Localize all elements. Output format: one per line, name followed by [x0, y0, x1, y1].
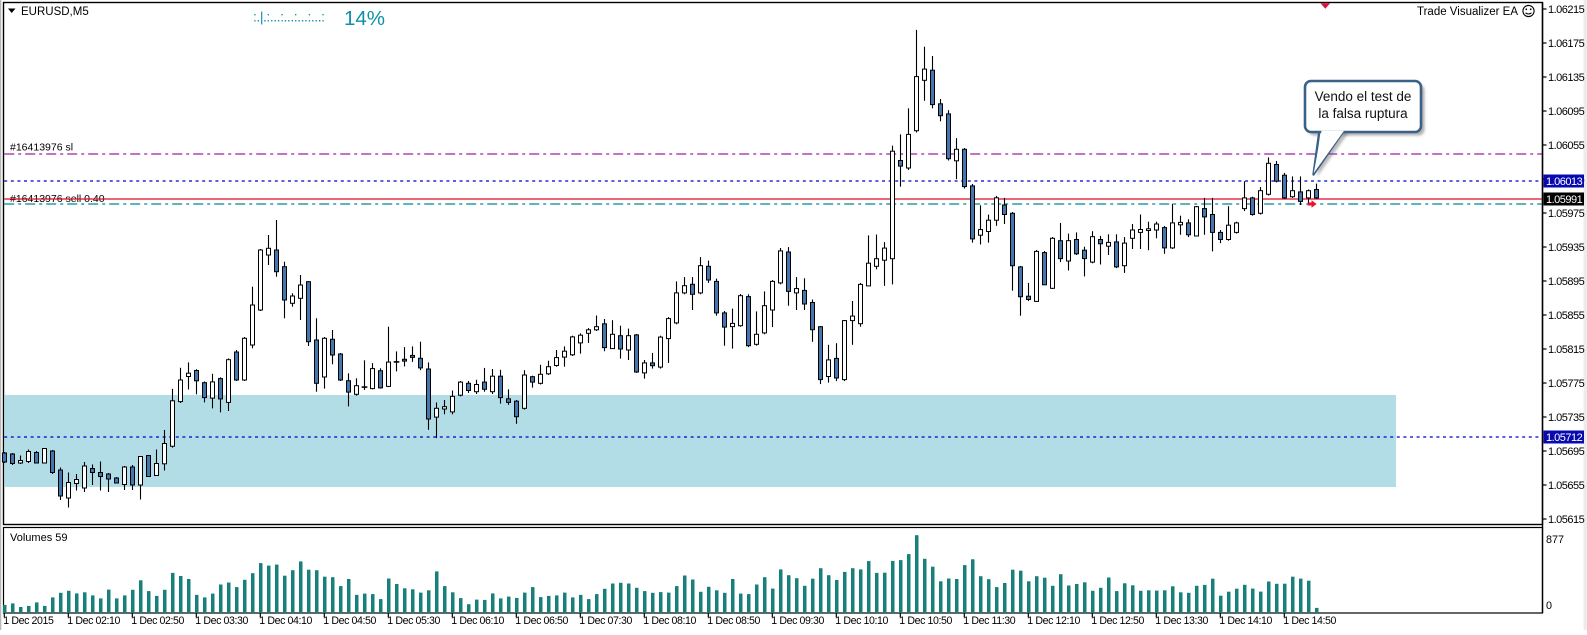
svg-text::.|.:...:...:...:...:: :.|.:...:...:...:...:	[253, 9, 325, 25]
svg-text:1.06095: 1.06095	[1548, 106, 1585, 118]
svg-text:1 Dec 10:50: 1 Dec 10:50	[899, 615, 952, 627]
svg-text:1.06135: 1.06135	[1548, 72, 1585, 84]
svg-text:1 Dec 2015: 1 Dec 2015	[3, 615, 54, 627]
svg-text:Vendo el test de: Vendo el test de	[1315, 89, 1412, 104]
svg-text:la falsa ruptura: la falsa ruptura	[1318, 106, 1408, 121]
svg-text:1.05655: 1.05655	[1548, 480, 1585, 492]
svg-text:1.05695: 1.05695	[1548, 446, 1585, 458]
svg-text:1.05615: 1.05615	[1548, 514, 1585, 526]
svg-text:1.05775: 1.05775	[1548, 378, 1585, 390]
svg-text:1 Dec 12:10: 1 Dec 12:10	[1027, 615, 1080, 627]
svg-text:1.06013: 1.06013	[1546, 176, 1583, 188]
svg-text:877: 877	[1546, 534, 1564, 546]
svg-text:1 Dec 14:50: 1 Dec 14:50	[1283, 615, 1336, 627]
svg-text:1.05815: 1.05815	[1548, 344, 1585, 356]
svg-text:14%: 14%	[344, 7, 385, 30]
svg-text:1.05991: 1.05991	[1546, 194, 1583, 206]
svg-text:1 Dec 08:10: 1 Dec 08:10	[643, 615, 696, 627]
svg-text:1.05855: 1.05855	[1548, 310, 1585, 322]
svg-text:#16413976 sl: #16413976 sl	[10, 142, 73, 154]
svg-text:1 Dec 06:50: 1 Dec 06:50	[515, 615, 568, 627]
svg-text:1 Dec 04:10: 1 Dec 04:10	[259, 615, 312, 627]
svg-text:1.05895: 1.05895	[1548, 276, 1585, 288]
svg-text:1 Dec 11:30: 1 Dec 11:30	[963, 615, 1015, 627]
svg-text:EURUSD,M5: EURUSD,M5	[21, 6, 89, 18]
svg-text:1 Dec 10:10: 1 Dec 10:10	[835, 615, 888, 627]
svg-text:1 Dec 08:50: 1 Dec 08:50	[707, 615, 760, 627]
svg-text:1 Dec 12:50: 1 Dec 12:50	[1091, 615, 1144, 627]
svg-text:1.05935: 1.05935	[1548, 242, 1585, 254]
svg-text:1 Dec 09:30: 1 Dec 09:30	[771, 615, 824, 627]
svg-text:1.05975: 1.05975	[1548, 208, 1585, 220]
svg-text:1.06055: 1.06055	[1548, 140, 1585, 152]
svg-text:1 Dec 07:30: 1 Dec 07:30	[579, 615, 632, 627]
svg-text:Volumes 59: Volumes 59	[10, 532, 67, 544]
svg-text:1 Dec 02:50: 1 Dec 02:50	[131, 615, 184, 627]
svg-text:1 Dec 02:10: 1 Dec 02:10	[67, 615, 120, 627]
svg-text:Trade Visualizer EA: Trade Visualizer EA	[1417, 6, 1518, 18]
svg-text:1 Dec 14:10: 1 Dec 14:10	[1219, 615, 1272, 627]
svg-text:1 Dec 03:30: 1 Dec 03:30	[195, 615, 248, 627]
svg-text:1.06215: 1.06215	[1548, 4, 1585, 16]
svg-text:0: 0	[1546, 600, 1552, 612]
svg-text:1.05712: 1.05712	[1546, 432, 1583, 444]
svg-text:1 Dec 06:10: 1 Dec 06:10	[451, 615, 504, 627]
svg-text:1.05735: 1.05735	[1548, 412, 1585, 424]
svg-text:1 Dec 05:30: 1 Dec 05:30	[387, 615, 440, 627]
svg-text:1 Dec 13:30: 1 Dec 13:30	[1155, 615, 1208, 627]
svg-text:1 Dec 04:50: 1 Dec 04:50	[323, 615, 376, 627]
svg-text:1.06175: 1.06175	[1548, 38, 1585, 50]
